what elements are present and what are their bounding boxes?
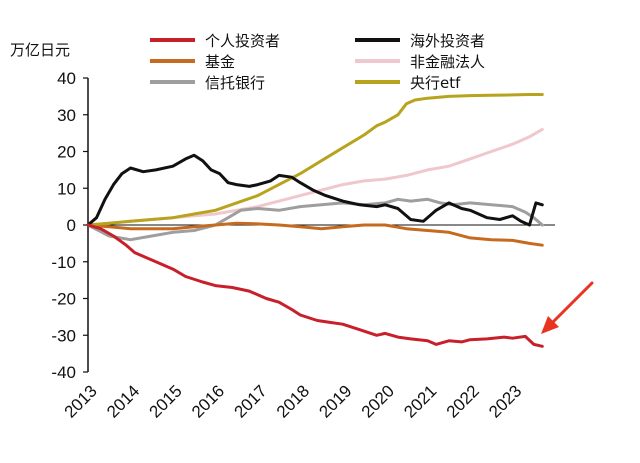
legend-label-fund: 基金	[205, 53, 235, 71]
x-tick-label: 2022	[443, 381, 483, 421]
x-tick-label: 2016	[188, 381, 228, 421]
series-group	[86, 93, 544, 348]
arrow-shaft	[550, 281, 594, 325]
line-trust-bank	[86, 197, 544, 242]
x-tick-label: 2019	[315, 381, 355, 421]
y-tick-label: -10	[51, 253, 76, 272]
line-fund	[86, 221, 544, 247]
y-tick-label: 20	[57, 143, 76, 162]
legend-label-foreign: 海外投资者	[410, 32, 485, 50]
red-arrow-annotation	[541, 281, 594, 334]
x-tick-label: 2015	[146, 381, 186, 421]
y-axis-label: 万亿日元	[10, 41, 70, 59]
y-tick-label: 30	[57, 106, 76, 125]
y-tick-label: -20	[51, 290, 76, 309]
x-tick-label: 2018	[273, 381, 313, 421]
line-foreign	[86, 153, 544, 227]
legend-label-nonfinancial: 非金融法人	[410, 53, 485, 71]
x-tick-label: 2013	[61, 381, 101, 421]
x-tick-label: 2020	[358, 381, 398, 421]
x-tick-label: 2023	[485, 381, 525, 421]
legend-label-boj-etf: 央行etf	[410, 74, 461, 92]
y-tick-label: 40	[57, 69, 76, 88]
legend-label-trust-bank: 信托银行	[205, 74, 265, 92]
legend: 个人投资者 海外投资者 基金 非金融法人 信托银行 央行etf	[150, 32, 485, 92]
y-tick-label: -30	[51, 326, 76, 345]
x-tick-label: 2014	[103, 381, 143, 421]
x-tick-label: 2017	[230, 381, 270, 421]
line-individual	[86, 223, 544, 348]
y-tick-label: -40	[51, 363, 76, 382]
line-boj-etf	[86, 93, 544, 227]
arrow-head	[541, 316, 559, 334]
x-tick-label: 2021	[400, 381, 440, 421]
y-tick-label: 10	[57, 179, 76, 198]
y-axis-ticks: 40 30 20 10 0 -10 -20 -30 -40	[51, 69, 88, 382]
legend-label-individual: 个人投资者	[205, 32, 280, 50]
y-tick-label: 0	[67, 216, 76, 235]
x-axis-ticks: 2013 2014 2015 2016 2017 2018 2019 2020 2021 2022…	[61, 381, 526, 421]
